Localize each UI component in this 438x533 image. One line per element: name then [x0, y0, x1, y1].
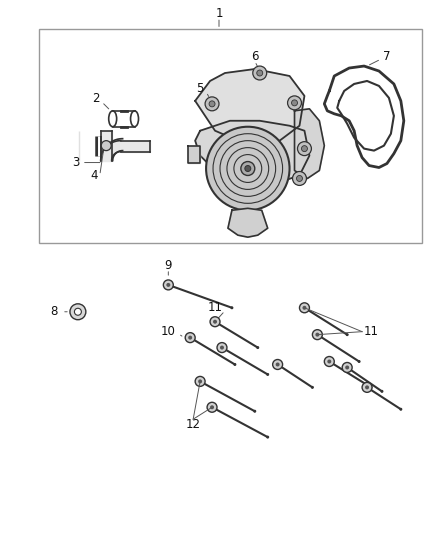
Circle shape: [273, 360, 283, 369]
Circle shape: [381, 390, 383, 393]
Circle shape: [324, 357, 334, 367]
Text: 2: 2: [92, 92, 99, 106]
Circle shape: [101, 141, 111, 151]
Circle shape: [166, 283, 170, 287]
Circle shape: [253, 66, 267, 80]
Circle shape: [207, 402, 217, 412]
Circle shape: [188, 336, 192, 340]
Text: 5: 5: [196, 83, 204, 95]
Circle shape: [315, 333, 319, 337]
Circle shape: [297, 142, 311, 156]
Text: 8: 8: [50, 305, 58, 318]
Text: 3: 3: [72, 156, 80, 169]
Text: 11: 11: [364, 325, 378, 338]
Circle shape: [345, 366, 349, 369]
Text: 6: 6: [251, 50, 258, 62]
Circle shape: [163, 280, 173, 290]
Circle shape: [209, 101, 215, 107]
Text: 11: 11: [208, 301, 223, 314]
Circle shape: [205, 97, 219, 111]
Circle shape: [220, 345, 224, 350]
Bar: [39, 29, 422, 243]
Polygon shape: [120, 141, 150, 151]
Text: 1: 1: [215, 7, 223, 20]
Circle shape: [327, 360, 331, 364]
Circle shape: [233, 363, 237, 366]
Circle shape: [301, 146, 307, 151]
Circle shape: [256, 346, 259, 349]
Polygon shape: [195, 121, 309, 185]
Circle shape: [297, 175, 303, 181]
Circle shape: [311, 386, 314, 389]
Text: 7: 7: [383, 50, 391, 62]
Polygon shape: [188, 146, 200, 163]
Polygon shape: [101, 131, 112, 160]
Circle shape: [241, 161, 255, 175]
Circle shape: [198, 379, 202, 383]
Circle shape: [213, 320, 217, 324]
Polygon shape: [101, 141, 120, 160]
Circle shape: [292, 100, 297, 106]
Circle shape: [312, 330, 322, 340]
Polygon shape: [195, 69, 304, 146]
Circle shape: [303, 306, 307, 310]
Circle shape: [70, 304, 86, 320]
Circle shape: [370, 386, 373, 389]
Text: 9: 9: [165, 259, 172, 271]
Circle shape: [230, 306, 233, 309]
Polygon shape: [294, 109, 324, 179]
Circle shape: [276, 362, 279, 367]
Circle shape: [365, 385, 369, 389]
Circle shape: [357, 360, 360, 363]
Circle shape: [293, 172, 307, 185]
Circle shape: [185, 333, 195, 343]
Polygon shape: [228, 208, 268, 237]
Circle shape: [74, 308, 81, 315]
Circle shape: [300, 303, 309, 313]
Circle shape: [206, 127, 290, 211]
Circle shape: [288, 96, 301, 110]
Circle shape: [362, 382, 372, 392]
Circle shape: [266, 435, 269, 439]
Circle shape: [399, 408, 403, 411]
Circle shape: [217, 343, 227, 352]
Circle shape: [253, 410, 256, 413]
Circle shape: [195, 376, 205, 386]
Text: 4: 4: [90, 169, 98, 182]
Circle shape: [245, 166, 251, 172]
Circle shape: [346, 333, 349, 336]
Circle shape: [210, 405, 214, 409]
Circle shape: [257, 70, 263, 76]
Text: 10: 10: [161, 325, 176, 338]
Text: 12: 12: [186, 418, 201, 431]
Circle shape: [266, 373, 269, 376]
Circle shape: [342, 362, 352, 373]
Polygon shape: [101, 139, 123, 160]
Circle shape: [210, 317, 220, 327]
